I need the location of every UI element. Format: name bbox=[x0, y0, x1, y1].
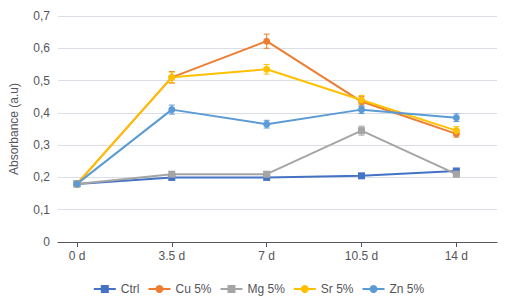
svg-text:3.5 d: 3.5 d bbox=[158, 249, 185, 263]
svg-text:Sr 5%: Sr 5% bbox=[321, 282, 354, 296]
svg-text:0,4: 0,4 bbox=[33, 106, 50, 120]
svg-text:0,2: 0,2 bbox=[33, 170, 50, 184]
svg-text:Cu 5%: Cu 5% bbox=[175, 282, 211, 296]
svg-text:14 d: 14 d bbox=[445, 249, 468, 263]
svg-text:Mg 5%: Mg 5% bbox=[247, 282, 285, 296]
svg-text:0 d: 0 d bbox=[69, 249, 86, 263]
svg-text:Ctrl: Ctrl bbox=[121, 282, 140, 296]
svg-text:Absorbance (a.u): Absorbance (a.u) bbox=[7, 83, 21, 175]
svg-text:0,6: 0,6 bbox=[33, 41, 50, 55]
svg-text:0,1: 0,1 bbox=[33, 203, 50, 217]
svg-text:0: 0 bbox=[43, 235, 50, 249]
svg-text:0,5: 0,5 bbox=[33, 74, 50, 88]
svg-text:0,7: 0,7 bbox=[33, 9, 50, 23]
svg-text:7 d: 7 d bbox=[258, 249, 275, 263]
svg-text:Zn 5%: Zn 5% bbox=[390, 282, 425, 296]
svg-text:10.5 d: 10.5 d bbox=[345, 249, 378, 263]
svg-text:0,3: 0,3 bbox=[33, 138, 50, 152]
